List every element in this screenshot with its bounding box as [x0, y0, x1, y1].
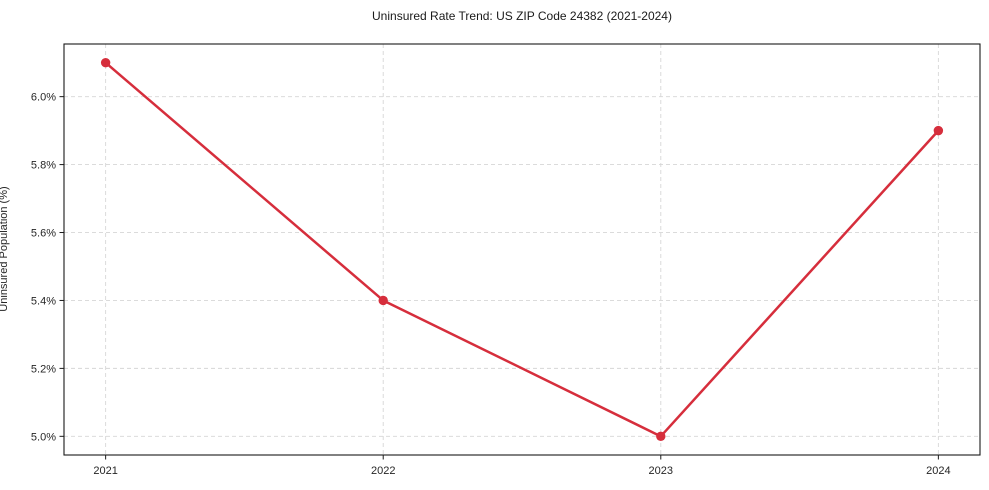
- y-tick-label: 5.0%: [31, 431, 56, 443]
- trend-line: [104, 61, 940, 438]
- x-tick-label: 2021: [93, 465, 117, 477]
- y-tick-label: 5.8%: [31, 160, 56, 172]
- data-point-2022: [378, 295, 388, 306]
- data-point-2024: [933, 125, 944, 136]
- y-tick-label: 5.4%: [31, 295, 56, 307]
- x-tick-label: 2024: [926, 465, 950, 477]
- x-tick-label: 2023: [649, 465, 673, 477]
- data-point-2021: [100, 57, 111, 68]
- data-point-2023: [656, 431, 666, 442]
- y-tick-label: 6.0%: [31, 92, 56, 104]
- y-tick-label: 5.2%: [31, 363, 56, 375]
- x-tick-label: 2022: [371, 465, 395, 477]
- chart-title: Uninsured Rate Trend: US ZIP Code 24382 …: [372, 9, 672, 23]
- plot-border: [63, 43, 981, 456]
- y-tick-label: 5.6%: [31, 228, 56, 240]
